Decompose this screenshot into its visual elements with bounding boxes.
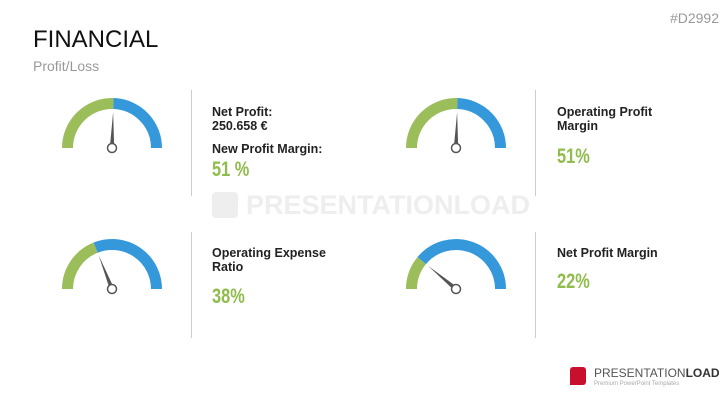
net-profit-label: Net Profit: [212, 105, 273, 119]
gauge-needle-hub [106, 142, 118, 154]
watermark: PRESENTATIONLOAD [246, 190, 531, 220]
operating-profit-margin-label-2: Margin [557, 119, 598, 133]
gauge-value-arc [62, 98, 114, 149]
gauge-net-profit-margin [406, 239, 506, 295]
page-title: FINANCIAL [33, 26, 159, 53]
divider [535, 90, 536, 196]
presentationload-logo-icon [570, 367, 586, 385]
slide-code: #D2992 [669, 10, 719, 26]
logo-name-1: PRESENTATION [594, 366, 686, 380]
gauge-value-arc [406, 98, 458, 149]
watermark-logo-icon [212, 192, 238, 218]
operating-expense-ratio-label-2: Ratio [212, 260, 244, 274]
gauge-needle [98, 255, 115, 290]
gauge-net-profit [62, 98, 162, 154]
divider [535, 232, 536, 338]
logo-tagline: Premium PowerPoint Templates [594, 381, 680, 387]
divider [191, 232, 192, 338]
operating-profit-margin-value: 51% [557, 145, 590, 168]
new-profit-margin-label: New Profit Margin: [212, 142, 323, 156]
operating-profit-margin-label: Operating Profit [557, 105, 653, 119]
net-profit-value: 250.658 € [212, 119, 268, 133]
operating-expense-ratio-value: 38% [212, 285, 245, 308]
gauge-value-arc [62, 242, 98, 290]
gauge-operating-profit-margin [406, 98, 506, 154]
logo-name-2: LOAD [685, 366, 720, 380]
gauge-needle-hub [106, 283, 118, 295]
net-profit-margin-value: 22% [557, 270, 590, 293]
gauge-remaining-arc [456, 98, 506, 149]
gauge-needle-hub [450, 142, 462, 154]
gauge-needle-hub [450, 283, 462, 295]
page-subtitle: Profit/Loss [33, 58, 100, 74]
gauge-remaining-arc [112, 98, 162, 149]
logo-text: PRESENTATIONLOAD [594, 366, 720, 380]
gauge-needle [428, 266, 458, 291]
gauge-operating-expense-ratio [62, 239, 162, 295]
gauge-value-arc [406, 257, 427, 290]
net-profit-margin-label: Net Profit Margin [557, 246, 658, 260]
gauge-remaining-arc [93, 239, 162, 290]
new-profit-margin-value: 51 % [212, 158, 250, 181]
operating-expense-ratio-label: Operating Expense [212, 246, 326, 260]
divider [191, 90, 192, 196]
gauge-needle [109, 112, 115, 149]
gauge-remaining-arc [417, 239, 506, 290]
gauge-needle [453, 112, 459, 149]
